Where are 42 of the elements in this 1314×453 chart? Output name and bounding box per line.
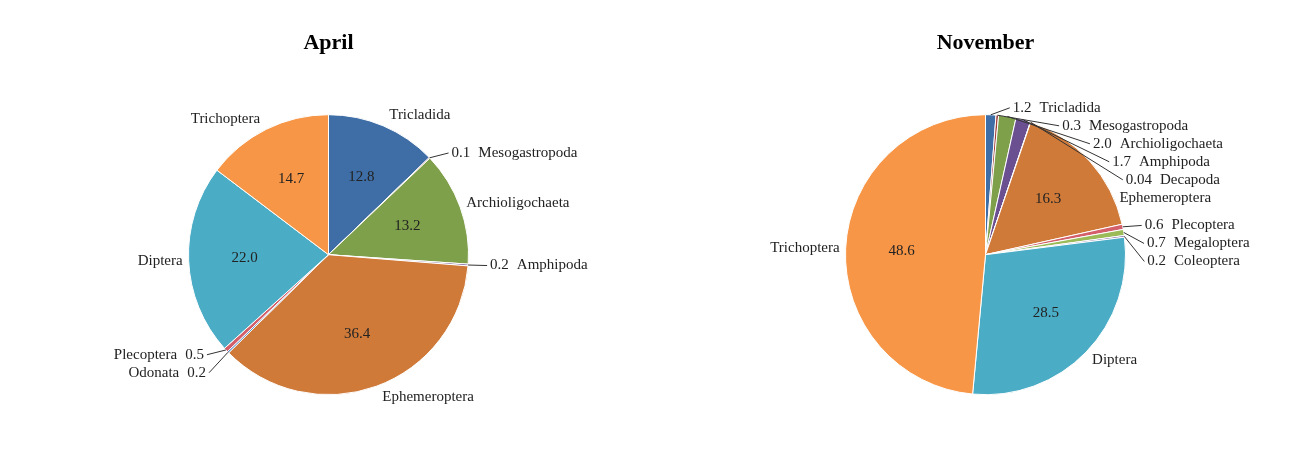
data-label: 13.2: [394, 217, 421, 234]
data-label: 0.3: [1062, 116, 1081, 133]
slice-label: Coleoptera: [1174, 252, 1241, 269]
data-label: 0.2: [187, 363, 207, 380]
slice-label: Archioligochaeta: [466, 194, 570, 211]
data-label: 1.2: [1012, 98, 1032, 115]
slice-label: Diptera: [1092, 350, 1138, 367]
slice-label: Trichoptera: [190, 110, 261, 127]
slice-label: Amphipoda: [1138, 152, 1211, 169]
data-label: 1.7: [1112, 152, 1132, 169]
slice-label: Trichoptera: [770, 238, 840, 255]
data-label: 0.04: [1125, 170, 1153, 187]
data-label: 0.5: [185, 345, 204, 362]
slice-label: Ephemeroptera: [1119, 188, 1212, 205]
data-label: 28.5: [1032, 304, 1059, 321]
data-label: 0.6: [1144, 216, 1164, 233]
data-label: 2.0: [1092, 134, 1112, 151]
slice-label: Tricladida: [389, 106, 451, 123]
slice-label: Amphipoda: [516, 256, 589, 273]
data-label: 36.4: [344, 324, 371, 341]
data-label: 0.1: [451, 143, 471, 160]
slice-label: Mesogastropoda: [478, 143, 578, 160]
slice-label: Megaloptera: [1173, 234, 1250, 251]
data-label: 22.0: [231, 249, 258, 266]
slice-label: Odonata: [128, 363, 180, 380]
data-label: 16.3: [1034, 189, 1062, 206]
data-label: 0.7: [1147, 234, 1167, 251]
chart-title: November: [936, 28, 1035, 54]
data-label: 48.6: [888, 241, 916, 258]
data-label: 12.8: [348, 168, 375, 185]
slice-label: Plecoptera: [1171, 216, 1236, 233]
slice-label: Archioligochaeta: [1119, 134, 1224, 151]
slice-label: Decapoda: [1160, 170, 1221, 187]
slice-label: Plecoptera: [113, 345, 178, 362]
slice-label: Ephemeroptera: [382, 387, 475, 404]
slice-label: Diptera: [137, 252, 183, 269]
data-label: 0.2: [1147, 252, 1167, 269]
slice-label: Mesogastropoda: [1088, 116, 1189, 133]
data-label: 0.2: [490, 256, 509, 273]
data-label: 14.7: [277, 170, 305, 187]
slice-label: Tricladida: [1039, 98, 1101, 115]
chart-title: April: [303, 28, 354, 54]
